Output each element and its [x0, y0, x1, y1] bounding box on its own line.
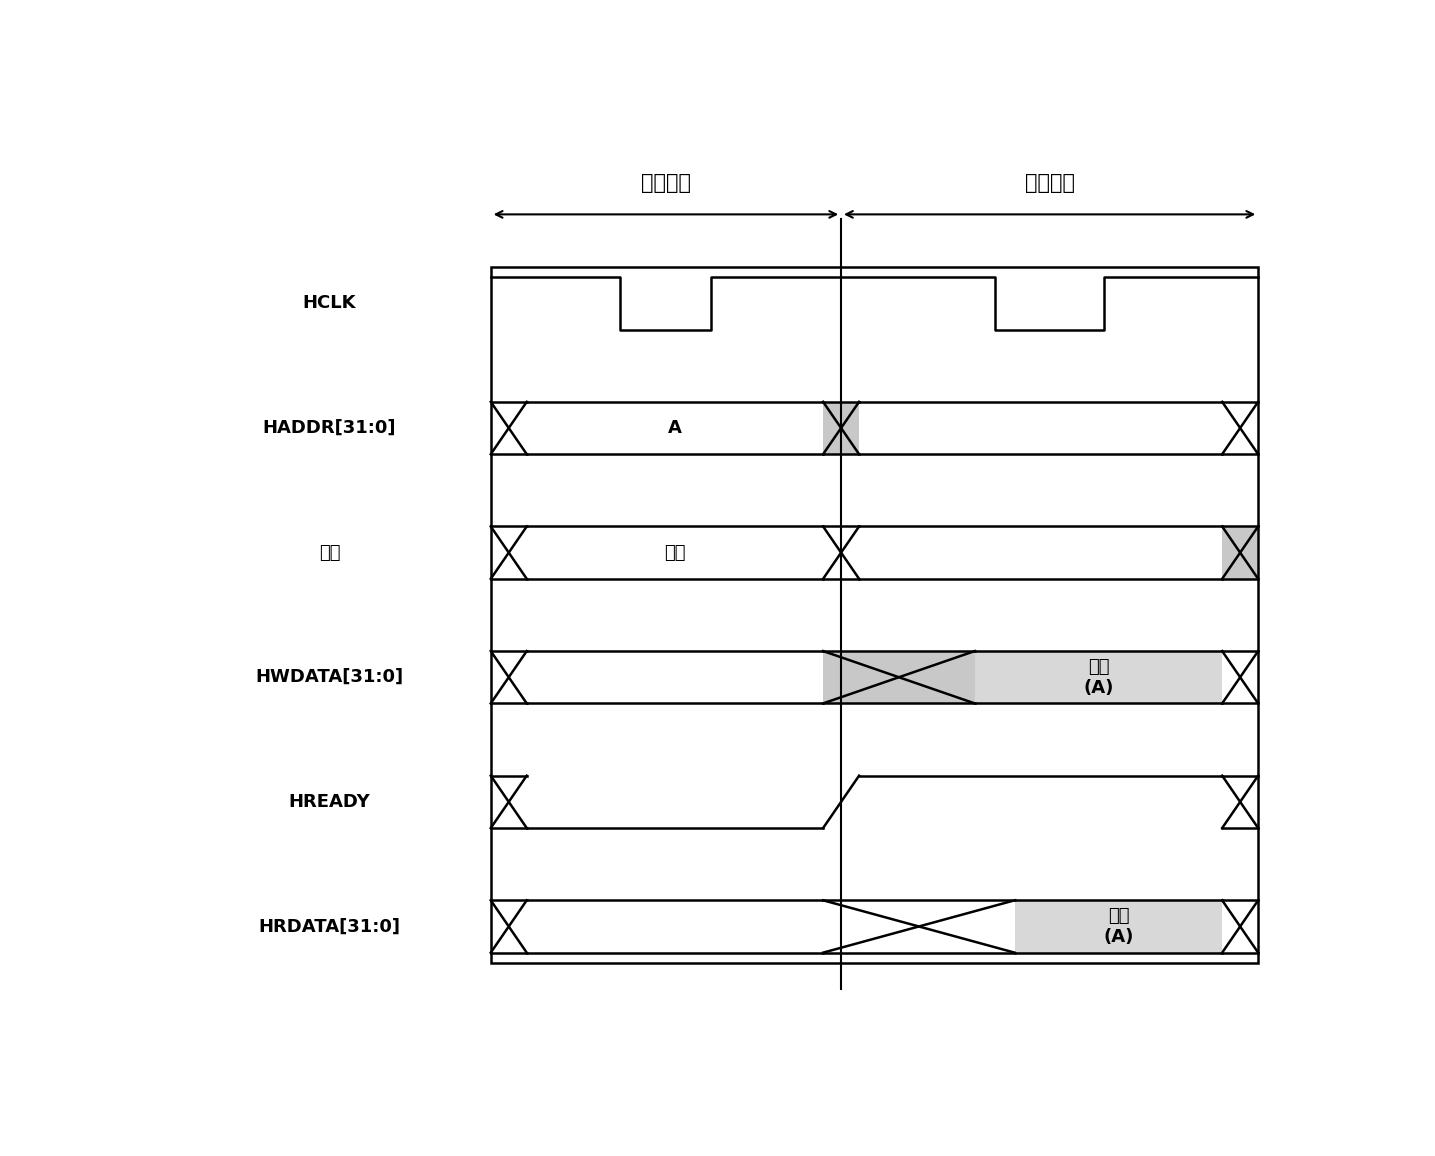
- Text: HRDATA[31:0]: HRDATA[31:0]: [258, 918, 400, 935]
- Polygon shape: [1015, 901, 1223, 953]
- Text: 控制: 控制: [319, 543, 340, 562]
- Text: HCLK: HCLK: [303, 295, 356, 312]
- Text: HADDR[31:0]: HADDR[31:0]: [263, 418, 396, 437]
- Text: HWDATA[31:0]: HWDATA[31:0]: [255, 668, 403, 687]
- Text: 数据
(A): 数据 (A): [1083, 658, 1114, 697]
- Text: 地址相位: 地址相位: [641, 173, 690, 193]
- Polygon shape: [1223, 526, 1258, 579]
- Polygon shape: [824, 402, 860, 454]
- Text: A: A: [667, 418, 682, 437]
- Text: HREADY: HREADY: [288, 793, 370, 810]
- Text: 数据
(A): 数据 (A): [1104, 907, 1134, 946]
- Polygon shape: [824, 651, 974, 703]
- Text: 数据相位: 数据相位: [1025, 173, 1075, 193]
- Text: 控制: 控制: [664, 543, 686, 562]
- Polygon shape: [974, 651, 1223, 703]
